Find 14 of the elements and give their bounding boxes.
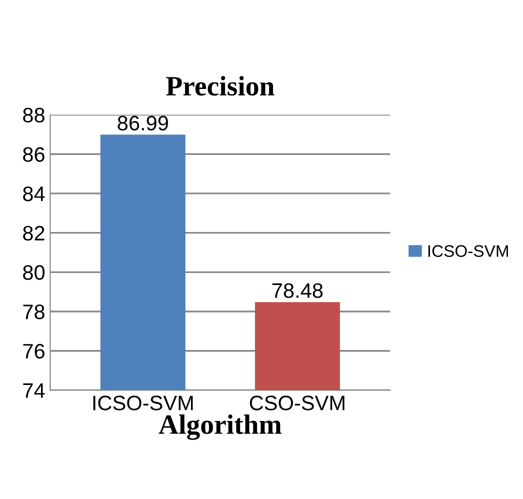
chart-title: Precision bbox=[166, 76, 274, 96]
data-label: 78.48 bbox=[272, 283, 323, 298]
y-tick-label: 82 bbox=[23, 226, 44, 241]
legend-label: ICSO-SVM bbox=[428, 245, 508, 257]
y-tick-label: 80 bbox=[23, 265, 45, 280]
x-tick-label: CSO-SVM bbox=[250, 396, 344, 410]
data-label: 86.99 bbox=[118, 116, 168, 131]
y-tick-label: 74 bbox=[23, 383, 45, 398]
y-tick-label: 76 bbox=[23, 344, 44, 359]
y-tick-label: 84 bbox=[23, 186, 45, 202]
y-tick-label: 78 bbox=[23, 304, 44, 320]
x-axis-title: Algorithm bbox=[158, 414, 282, 440]
y-tick-label: 88 bbox=[23, 108, 44, 123]
y-tick-label: 86 bbox=[23, 147, 44, 162]
